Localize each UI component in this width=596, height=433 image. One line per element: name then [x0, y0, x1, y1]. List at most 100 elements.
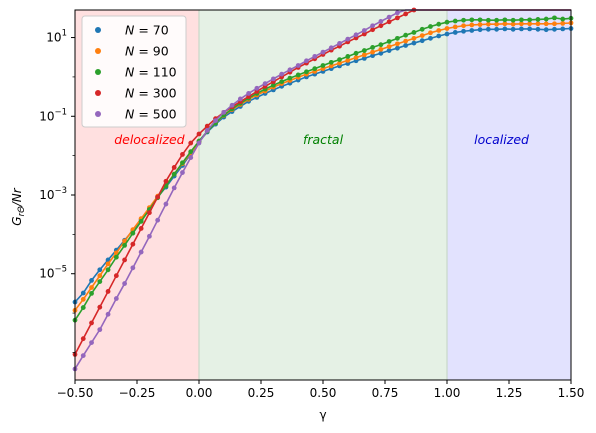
data-point: [386, 39, 392, 44]
data-point: [295, 72, 301, 78]
x-tick-label: 0.25: [248, 386, 275, 400]
data-point: [287, 75, 293, 81]
data-point: [80, 305, 86, 310]
data-point: [97, 327, 103, 333]
data-point: [552, 21, 557, 27]
data-point: [204, 128, 210, 133]
data-point: [221, 109, 227, 115]
data-point: [428, 30, 433, 36]
legend-label: N = 90: [125, 44, 169, 59]
data-point: [543, 27, 549, 33]
data-point: [320, 49, 326, 55]
x-tick-label: 1.50: [558, 386, 585, 400]
data-point: [353, 32, 359, 38]
data-point: [527, 26, 533, 32]
data-point: [552, 15, 557, 21]
data-point: [519, 26, 524, 32]
legend-marker: [95, 48, 101, 54]
data-point: [502, 17, 508, 23]
data-point: [89, 340, 94, 346]
data-point: [395, 15, 400, 21]
data-point: [543, 21, 549, 27]
data-point: [337, 41, 342, 46]
legend: N = 70 N = 90 N = 110 N = 300 N = 500: [81, 15, 187, 128]
series-lines: [72, 7, 574, 372]
data-point: [361, 31, 367, 37]
data-point: [279, 79, 285, 85]
data-point: [370, 44, 375, 50]
legend-label: N = 110: [125, 65, 177, 80]
legend-item: N = 300: [95, 86, 177, 101]
legend-item: N = 90: [95, 44, 169, 59]
data-point: [196, 131, 202, 137]
data-point: [485, 21, 491, 27]
data-point: [163, 201, 169, 207]
data-point: [502, 21, 508, 27]
data-point: [113, 250, 119, 256]
data-point: [204, 123, 210, 129]
x-tick-label: −0.50: [57, 386, 94, 400]
data-point: [113, 296, 119, 301]
data-point: [254, 85, 260, 91]
legend-marker: [95, 111, 101, 117]
data-point: [163, 178, 169, 184]
data-point: [378, 50, 384, 56]
data-point: [494, 17, 499, 23]
data-point: [271, 76, 276, 82]
data-point: [287, 67, 293, 73]
data-point: [337, 60, 342, 66]
data-point: [378, 42, 384, 48]
region-label-localized: localized: [474, 132, 529, 147]
data-point: [444, 31, 450, 37]
y-tick-label: 10−5: [39, 265, 67, 281]
data-point: [80, 353, 86, 358]
data-point: [403, 11, 409, 17]
data-point: [543, 16, 549, 22]
data-point: [328, 45, 334, 51]
data-point: [130, 265, 136, 271]
data-point: [535, 26, 541, 32]
data-point: [138, 249, 144, 255]
data-point: [527, 17, 533, 23]
data-point: [411, 40, 417, 46]
data-point: [535, 21, 541, 27]
data-point: [122, 242, 127, 248]
data-point: [155, 194, 161, 200]
data-point: [395, 35, 400, 41]
data-point: [113, 254, 119, 260]
data-point: [80, 336, 86, 342]
data-point: [89, 291, 94, 296]
data-point: [105, 289, 111, 294]
x-tick-label: 0.00: [186, 386, 213, 400]
data-point: [411, 30, 417, 35]
data-point: [444, 26, 450, 31]
data-point: [519, 21, 524, 27]
data-point: [97, 267, 103, 273]
x-axis-label: γ: [319, 408, 326, 422]
legend-item: N = 110: [95, 65, 177, 80]
y-tick-label: 10−1: [39, 107, 67, 123]
data-point: [477, 17, 483, 23]
data-point: [477, 27, 483, 33]
data-point: [97, 273, 103, 279]
legend-marker: [95, 27, 101, 33]
region-localized: [447, 10, 571, 380]
data-point: [469, 28, 475, 33]
data-point: [444, 19, 450, 25]
data-point: [361, 52, 367, 58]
data-point: [122, 257, 127, 263]
data-point: [188, 149, 194, 155]
data-point: [560, 20, 566, 26]
data-point: [428, 35, 433, 41]
data-point: [510, 17, 516, 23]
legend-label: N = 300: [125, 86, 177, 101]
data-point: [436, 21, 442, 27]
data-point: [361, 28, 367, 33]
axes: −0.50 −0.25 0.00 0.25 0.50 0.75 1.00 1.25 1.50 10…: [39, 9, 585, 400]
data-point: [361, 56, 367, 61]
data-point: [80, 296, 86, 302]
data-point: [229, 102, 235, 108]
data-point: [130, 241, 136, 247]
data-point: [180, 152, 185, 157]
